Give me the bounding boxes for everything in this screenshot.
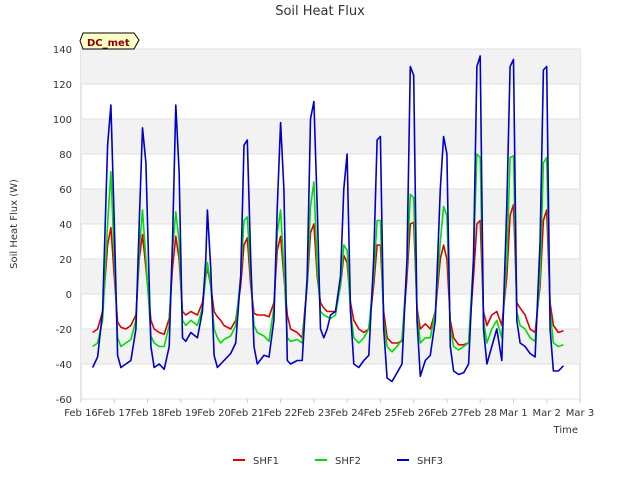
x-tick-label: Feb 16 <box>64 408 98 419</box>
x-tick-label: Mar 3 <box>566 408 594 419</box>
chart-title: Soil Heat Flux <box>275 4 365 19</box>
plot-band <box>81 189 580 224</box>
site-badge: DC_met <box>79 32 140 50</box>
plot-band <box>81 49 580 84</box>
gridlines <box>81 48 580 400</box>
legend-label-shf2: SHF2 <box>335 456 361 467</box>
site-badge-box <box>79 32 140 50</box>
x-tick-label: Feb 18 <box>131 408 165 419</box>
x-tick-label: Feb 19 <box>164 408 198 419</box>
y-tick-label: 40 <box>59 220 72 231</box>
plot-bands <box>81 49 580 364</box>
y-tick-label: 20 <box>59 255 72 266</box>
y-tick-label: 80 <box>59 150 72 161</box>
x-tick-label: Feb 23 <box>297 408 331 419</box>
x-axis-ticks: Feb 16 Feb 17 Feb 18 Feb 19 Feb 20 Feb 21 Feb … <box>64 399 594 419</box>
x-tick-label: Feb 21 <box>231 408 265 419</box>
y-tick-label: -40 <box>56 360 72 371</box>
y-tick-label: 140 <box>53 45 72 56</box>
y-tick-label: -60 <box>56 395 72 406</box>
y-axis-ticks: -60 -40 -20 0 20 40 60 80 100 120 140 <box>53 45 72 406</box>
plot-band <box>81 329 580 364</box>
x-tick-label: Feb 24 <box>330 408 364 419</box>
plot-band <box>81 119 580 154</box>
y-tick-label: 120 <box>53 80 72 91</box>
x-tick-label: Mar 1 <box>499 408 527 419</box>
plot-band <box>81 259 580 294</box>
y-tick-label: -20 <box>56 325 72 336</box>
x-tick-label: Mar 2 <box>533 408 561 419</box>
site-badge-label: DC_met <box>87 38 130 49</box>
legend-label-shf1: SHF1 <box>253 456 279 467</box>
x-tick-label: Feb 22 <box>264 408 298 419</box>
x-tick-label: Feb 17 <box>97 408 131 419</box>
legend-label-shf3: SHF3 <box>417 456 443 467</box>
x-tick-label: Feb 25 <box>364 408 398 419</box>
series-line-shf3 <box>91 55 564 383</box>
x-tick-label: Feb 20 <box>197 408 231 419</box>
y-tick-label: 60 <box>59 185 72 196</box>
y-axis-label: Soil Heat Flux (W) <box>9 179 20 269</box>
y-tick-label: 100 <box>53 115 72 126</box>
x-tick-label: Feb 27 <box>430 408 464 419</box>
y-tick-label: 0 <box>66 290 72 301</box>
series-lines <box>91 55 564 383</box>
x-tick-label: Feb 26 <box>397 408 431 419</box>
x-axis-label: Time <box>553 425 578 436</box>
x-tick-label: Feb 28 <box>463 408 497 419</box>
legend: SHF1 SHF2 SHF3 <box>233 456 443 467</box>
